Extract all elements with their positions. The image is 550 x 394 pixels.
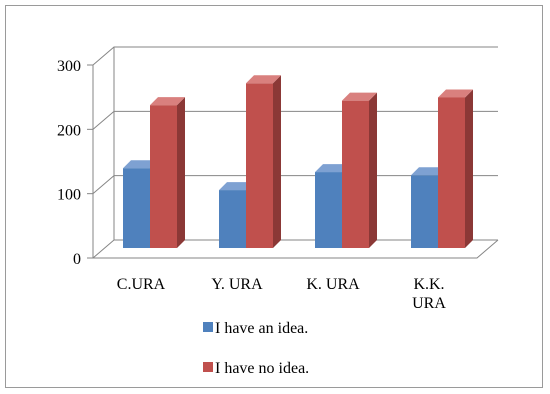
bar-side-face (369, 92, 377, 248)
bar-top-face (411, 167, 446, 176)
bar-side-face (177, 97, 185, 249)
bar-k-ura-i-have-an-idea (315, 164, 350, 248)
legend-item-i-have-an-idea: I have an idea. (203, 320, 308, 337)
legend-label: I have no idea. (215, 360, 309, 377)
bar-top-face (315, 164, 350, 173)
bar-top-face (150, 97, 185, 106)
category-label-line: C.URA (117, 276, 166, 293)
legend-swatch (203, 322, 213, 332)
y-tick-label: 200 (57, 122, 81, 139)
category-label-k-k-ura: K.K. URA (412, 276, 446, 312)
bar-front-face (219, 190, 246, 248)
bar-chart: 0 100 200 300 C.URA Y. URA K. URA K.K. URA I ha… (57, 46, 499, 377)
bar-front-face (411, 175, 438, 248)
bar-y-ura-i-have-no-idea (246, 75, 281, 248)
y-tick-label: 0 (73, 251, 81, 268)
bars (123, 75, 473, 249)
bar-front-face (315, 172, 342, 248)
floor-front-edge (93, 239, 499, 259)
chart-frame: 0 100 200 300 C.URA Y. URA K. URA K.K. URA I ha… (5, 5, 543, 388)
bar-side-face (465, 89, 473, 249)
legend: I have an idea. I have no idea. (203, 320, 309, 377)
bar-top-face (219, 182, 254, 191)
bar-front-face (123, 168, 150, 248)
category-label-line: K. URA (306, 276, 360, 293)
bar-top-face (438, 89, 473, 98)
bar-front-face (342, 100, 369, 248)
category-label-line: URA (412, 295, 446, 312)
legend-item-i-have-no-idea: I have no idea. (203, 360, 309, 377)
legend-swatch (203, 362, 213, 372)
bar-k-k-ura-i-have-no-idea (438, 89, 473, 249)
bar-top-face (246, 75, 281, 84)
category-label-c-ura: C.URA (117, 276, 166, 293)
bar-c-ura-i-have-no-idea (150, 97, 185, 249)
category-label-line: K.K. (413, 276, 444, 293)
category-label-k-ura: K. URA (306, 276, 360, 293)
y-tick-label: 100 (57, 187, 81, 204)
bar-front-face (150, 105, 177, 249)
legend-label: I have an idea. (215, 320, 308, 337)
bar-front-face (438, 97, 465, 249)
y-axis-tick-labels: 0 100 200 300 (57, 58, 81, 268)
category-label-y-ura: Y. URA (211, 276, 263, 293)
category-label-line: Y. URA (211, 276, 263, 293)
x-axis-category-labels: C.URA Y. URA K. URA K.K. URA (117, 276, 447, 312)
bar-top-face (342, 92, 377, 101)
bar-side-face (273, 75, 281, 248)
bar-k-ura-i-have-no-idea (342, 92, 377, 248)
chart-walls (92, 47, 499, 259)
bar-front-face (246, 83, 273, 248)
y-tick-label: 300 (57, 58, 81, 75)
bar-top-face (123, 160, 158, 169)
gridline (92, 46, 498, 66)
